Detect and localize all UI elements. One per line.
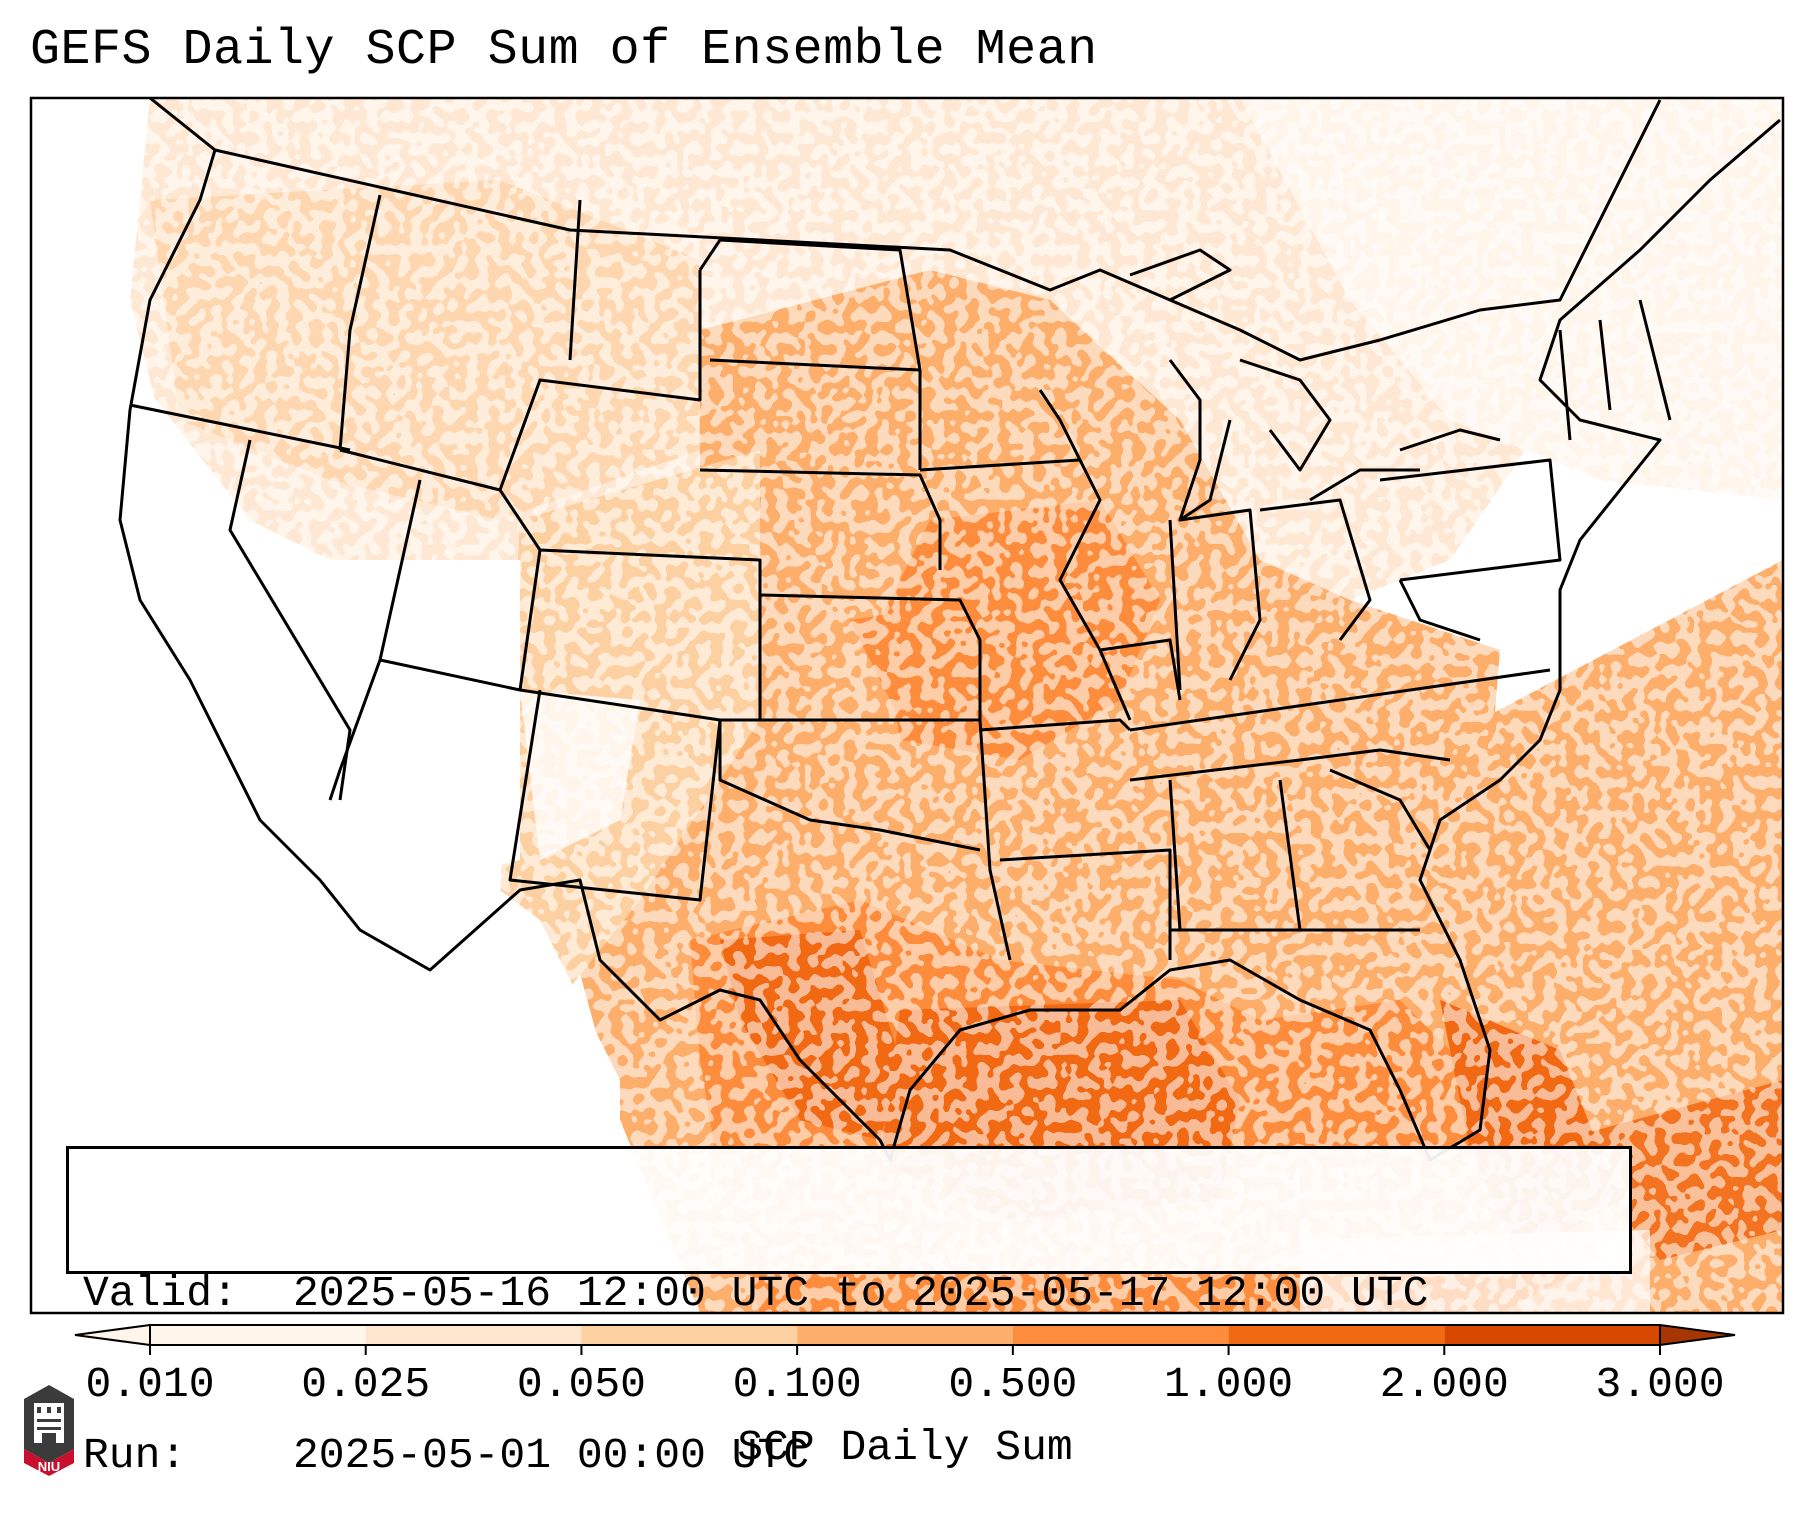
colorbar-tick-label: 2.000 xyxy=(1379,1360,1509,1409)
colorbar-segment xyxy=(1012,1325,1229,1345)
state-borders xyxy=(118,98,1781,1162)
colorbar-tick-label: 0.050 xyxy=(516,1360,646,1409)
valid-line: Valid: 2025-05-16 12:00 UTC to 2025-05-17… xyxy=(83,1267,1615,1321)
colorbar-segment xyxy=(365,1325,582,1345)
colorbar-frame xyxy=(149,1324,1661,1346)
colorbar-segment xyxy=(581,1325,798,1345)
colorbar-segment xyxy=(1228,1325,1445,1345)
valid-time: 2025-05-16 12:00 UTC to 2025-05-17 12:00… xyxy=(293,1269,1429,1318)
info-box: Valid: 2025-05-16 12:00 UTC to 2025-05-17… xyxy=(66,1146,1632,1480)
colorbar xyxy=(74,1323,1736,1355)
colorbar-tick-label: 0.010 xyxy=(85,1360,215,1409)
map-frame xyxy=(29,96,1785,1315)
valid-label: Valid: xyxy=(83,1269,238,1318)
run-time: 2025-05-01 00:00 UTC xyxy=(293,1431,810,1480)
colorbar-segment xyxy=(1444,1325,1660,1345)
run-line: Run: 2025-05-01 00:00 UTC xyxy=(83,1429,1615,1483)
run-label: Run: xyxy=(83,1431,187,1480)
colorbar-tick-label: 3.000 xyxy=(1595,1360,1725,1409)
colorbar-extend-high xyxy=(1659,1323,1736,1347)
colorbar-segment xyxy=(797,1325,1013,1345)
scp-field xyxy=(31,98,1783,1313)
colorbar-label: SCP Daily Sum xyxy=(737,1423,1073,1472)
colorbar-tick-label: 0.500 xyxy=(948,1360,1078,1409)
colorbar-tick-label: 0.100 xyxy=(732,1360,862,1409)
niu-logo: NIU xyxy=(24,1385,74,1476)
svg-text:NIU: NIU xyxy=(38,1459,60,1474)
colorbar-tick-label: 1.000 xyxy=(1164,1360,1294,1409)
colorbar-tick-label: 0.025 xyxy=(301,1360,431,1409)
colorbar-segment xyxy=(150,1325,366,1345)
figure-title: GEFS Daily SCP Sum of Ensemble Mean xyxy=(30,22,1098,79)
